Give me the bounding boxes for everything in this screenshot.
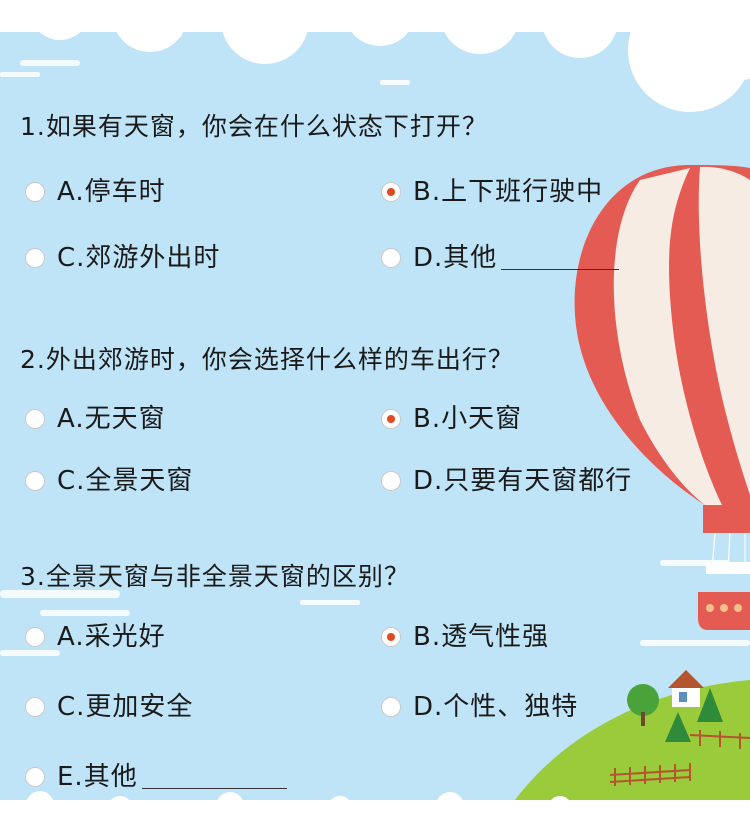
q2-option-d[interactable]: D.只要有天窗都行: [381, 466, 632, 496]
radio-icon[interactable]: [25, 627, 45, 647]
q3-option-a[interactable]: A.采光好: [25, 622, 166, 652]
radio-icon[interactable]: [381, 248, 401, 268]
q1-option-d-label: D.其他: [413, 243, 498, 273]
cloud-bottom: [0, 791, 750, 828]
q3-other-blank[interactable]: [141, 766, 287, 789]
q3-option-e[interactable]: E.其他: [25, 762, 287, 792]
cloud-top: [0, 0, 750, 112]
house-icon: [668, 670, 704, 707]
question-3-title: 3.全景天窗与非全景天窗的区别？: [20, 562, 410, 591]
q1-option-a-label: A.停车时: [57, 177, 166, 207]
q1-option-c-label: C.郊游外出时: [57, 243, 221, 273]
q3-option-c-label: C.更加安全: [57, 692, 194, 722]
radio-icon[interactable]: [25, 767, 45, 787]
q2-option-d-label: D.只要有天窗都行: [413, 466, 633, 496]
radio-checked-icon[interactable]: [381, 627, 401, 647]
q3-option-b-label: B.透气性强: [413, 622, 550, 652]
q1-option-c[interactable]: C.郊游外出时: [25, 243, 220, 273]
question-1-title: 1.如果有天窗，你会在什么状态下打开？: [20, 112, 488, 141]
q3-option-b[interactable]: B.透气性强: [381, 622, 549, 652]
radio-icon[interactable]: [25, 409, 45, 429]
q2-option-c-label: C.全景天窗: [57, 466, 194, 496]
q1-option-b[interactable]: B.上下班行驶中: [381, 177, 603, 207]
radio-icon[interactable]: [25, 471, 45, 491]
q2-option-b[interactable]: B.小天窗: [381, 404, 522, 434]
q1-option-d[interactable]: D.其他: [381, 243, 620, 273]
q3-option-d[interactable]: D.个性、独特: [381, 692, 578, 722]
q3-option-e-label: E.其他: [57, 762, 138, 792]
q2-option-b-label: B.小天窗: [413, 404, 523, 434]
radio-icon[interactable]: [381, 471, 401, 491]
hot-air-balloon: [574, 165, 750, 630]
radio-icon[interactable]: [381, 697, 401, 717]
tree-icons: [627, 684, 723, 742]
q1-option-a[interactable]: A.停车时: [25, 177, 166, 207]
fence: [609, 730, 750, 786]
radio-icon[interactable]: [25, 697, 45, 717]
q1-option-b-label: B.上下班行驶中: [413, 177, 604, 207]
q2-option-c[interactable]: C.全景天窗: [25, 466, 193, 496]
q1-other-blank[interactable]: [501, 247, 620, 270]
radio-checked-icon[interactable]: [381, 182, 401, 202]
q2-option-a[interactable]: A.无天窗: [25, 404, 166, 434]
q3-option-d-label: D.个性、独特: [413, 692, 579, 722]
radio-icon[interactable]: [25, 182, 45, 202]
q3-option-c[interactable]: C.更加安全: [25, 692, 193, 722]
radio-icon[interactable]: [25, 248, 45, 268]
question-2-title: 2.外出郊游时，你会选择什么样的车出行？: [20, 345, 514, 374]
radio-checked-icon[interactable]: [381, 409, 401, 429]
q3-option-a-label: A.采光好: [57, 622, 166, 652]
q2-option-a-label: A.无天窗: [57, 404, 166, 434]
